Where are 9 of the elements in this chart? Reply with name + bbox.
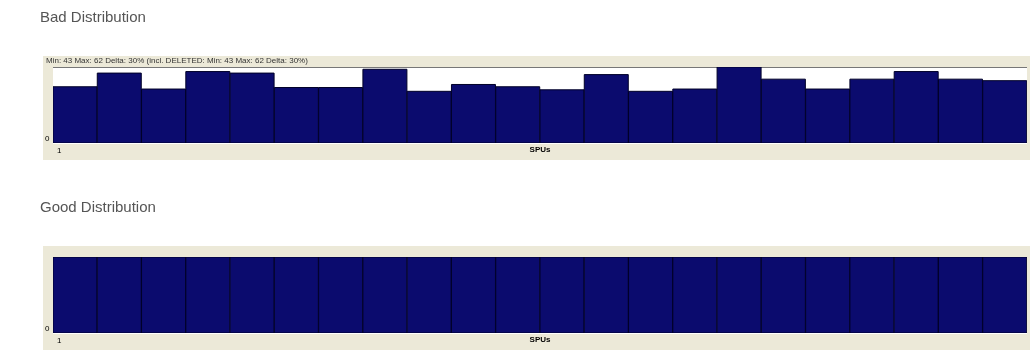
text: Min: 43 Max: 62 Delta: 30% (incl. DELETED: Min: 43 Max: 62 Delta: 30%) [46, 56, 308, 66]
chart-title: Good Distribution [40, 198, 156, 215]
x-tick-label: 1 [57, 146, 62, 155]
x-tick-label: 1 [57, 336, 62, 345]
text: 0 [45, 134, 50, 144]
x-axis-title: SPUs [529, 145, 551, 154]
x-axis-title: SPUs [529, 335, 551, 344]
text: 0 [45, 324, 50, 334]
chart-title: Bad Distribution [40, 8, 146, 25]
